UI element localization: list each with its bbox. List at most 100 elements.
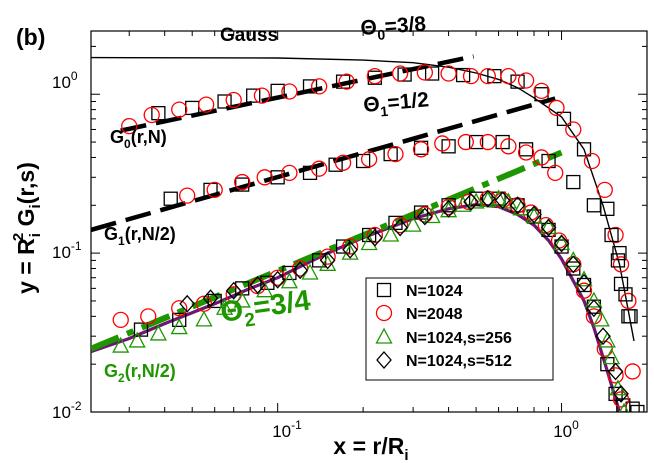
marker-g2-n-1024: [133, 322, 149, 337]
marker-g2-n-1024: [468, 191, 484, 206]
marker-g2-n-1024-s-256: [609, 379, 627, 396]
plot-area: [90, 30, 648, 413]
marker-g2-n-1024-s-256: [233, 291, 251, 308]
marker-g0-n-2048: [583, 152, 601, 170]
marker-g2-n-1024-s-256: [539, 218, 558, 235]
marker-g2-n-1024-s-512: [509, 196, 526, 215]
marker-g2-n-1024-s-512: [540, 218, 557, 237]
marker-g0-n-1024: [630, 404, 645, 412]
marker-g0-n-2048: [416, 64, 434, 81]
marker-g0-n-2048: [171, 101, 188, 118]
marker-g2-n-1024-s-512: [479, 189, 496, 208]
marker-g0-n-2048: [338, 73, 355, 90]
marker-g1-n-2048: [281, 164, 298, 182]
legend-marker-diamond: [376, 351, 392, 369]
marker-g2-n-1024-s-512: [595, 327, 611, 346]
marker-g2-n-1024-s-512: [440, 199, 457, 218]
marker-g2-n-1024-s-512: [565, 255, 582, 274]
marker-g0-n-1024: [510, 74, 525, 89]
marker-g0-n-2048: [281, 83, 298, 100]
marker-g0-n-1024: [455, 67, 471, 83]
legend-marker-square: [376, 282, 392, 298]
marker-g2-n-1024: [441, 198, 456, 213]
marker-g0-n-2048: [624, 363, 641, 380]
marker-g2-n-2048: [522, 204, 540, 221]
legend-label-n1024: N=1024: [406, 283, 463, 300]
marker-g0-n-2048: [225, 91, 242, 109]
marker-g2-n-1024: [510, 198, 525, 213]
marker-g1-n-2048: [547, 164, 564, 182]
marker-g2-n-1024-s-256: [423, 207, 441, 224]
marker-g2-n-1024-s-512: [392, 218, 408, 237]
marker-g0-n-1024: [576, 142, 592, 157]
marker-g0-n-2048: [440, 65, 457, 82]
marker-g0-n-2048: [533, 82, 550, 100]
marker-g1-n-1024: [613, 276, 629, 292]
y-tick-label-0.01: 10-2: [52, 399, 82, 422]
marker-g1-n-1024: [163, 191, 178, 206]
marker-g2-n-2048: [171, 300, 188, 317]
marker-g2-n-2048: [607, 367, 624, 384]
legend-markers: [375, 282, 393, 369]
marker-g2-n-1024-s-256: [112, 336, 130, 353]
marker-g1-n-1024: [610, 253, 626, 268]
marker-g2-n-2048: [366, 226, 384, 244]
markers: [112, 64, 645, 412]
marker-g0-n-1024: [217, 94, 232, 109]
marker-g1-n-2048: [234, 173, 251, 191]
marker-g2-n-2048: [612, 391, 630, 408]
marker-g2-n-1024-s-256: [592, 310, 610, 327]
marker-g2-n-1024-s-512: [416, 207, 433, 226]
marker-g2-n-1024-s-256: [564, 251, 582, 268]
marker-g2-n-1024-s-512: [202, 289, 219, 308]
x-tick-label-1: 100: [553, 418, 579, 441]
marker-g1-n-2048: [311, 160, 328, 177]
marker-g1-n-2048: [517, 144, 535, 161]
marker-g0-n-2048: [479, 67, 496, 85]
marker-g2-n-1024-s-512: [249, 276, 266, 294]
x-tick-label-0.1: 10-1: [272, 418, 302, 441]
marker-g1-n-1024: [604, 227, 619, 243]
marker-g2-n-1024-s-256: [602, 348, 621, 365]
legend-marker-circle: [375, 304, 393, 322]
marker-g2-n-1024-s-256: [499, 192, 518, 209]
axis-ticks: [91, 31, 648, 413]
marker-g1-n-2048: [412, 141, 430, 158]
marker-g2-n-1024-s-512: [607, 362, 624, 381]
marker-g1-n-2048: [179, 187, 196, 204]
legend-label-s512: N=1024,s=512: [406, 353, 512, 370]
marker-g2-n-1024-s-512: [494, 191, 511, 210]
marker-g2-n-1024-s-256: [467, 192, 485, 209]
marker-g1-n-1024: [618, 287, 633, 302]
marker-g2-n-1024-s-256: [195, 310, 213, 327]
marker-g1-n-2048: [360, 151, 378, 168]
marker-g2-n-1024-s-256: [170, 318, 188, 335]
marker-g1-n-1024: [302, 165, 318, 181]
y-tick-label-1: 100: [52, 69, 78, 92]
marker-g2-n-2048: [319, 248, 336, 265]
marker-g0-n-2048: [391, 65, 409, 82]
marker-g2-n-1024-s-256: [404, 215, 422, 232]
marker-g0-n-2048: [500, 67, 517, 85]
marker-g2-n-2048: [112, 311, 129, 329]
marker-g1-n-1024: [328, 157, 343, 172]
marker-g0-n-1024: [246, 88, 261, 103]
marker-g2-n-1024-s-512: [269, 270, 286, 289]
marker-g2-n-1024-s-512: [613, 384, 629, 403]
theta1-label: Θ1=1/2: [362, 88, 430, 121]
marker-g2-n-1024-s-512: [342, 240, 358, 259]
marker-g2-n-1024-s-256: [280, 272, 299, 289]
gauss-label: Gauss: [220, 25, 278, 46]
marker-g0-n-2048: [607, 226, 624, 244]
curve--1-1-2: [91, 96, 556, 233]
marker-g2-n-1024-s-512: [319, 251, 336, 270]
x-axis-label: x = r/Ri: [333, 433, 408, 463]
marker-g2-n-1024-s-256: [619, 402, 630, 412]
legend-marker-triangle: [375, 327, 393, 344]
marker-g2-n-1024: [361, 227, 377, 243]
marker-g0-n-2048: [198, 96, 215, 113]
marker-g1-n-1024: [621, 309, 636, 324]
g2-label: G2(r,N/2): [104, 361, 176, 385]
marker-g2-n-1024-s-512: [576, 273, 592, 292]
